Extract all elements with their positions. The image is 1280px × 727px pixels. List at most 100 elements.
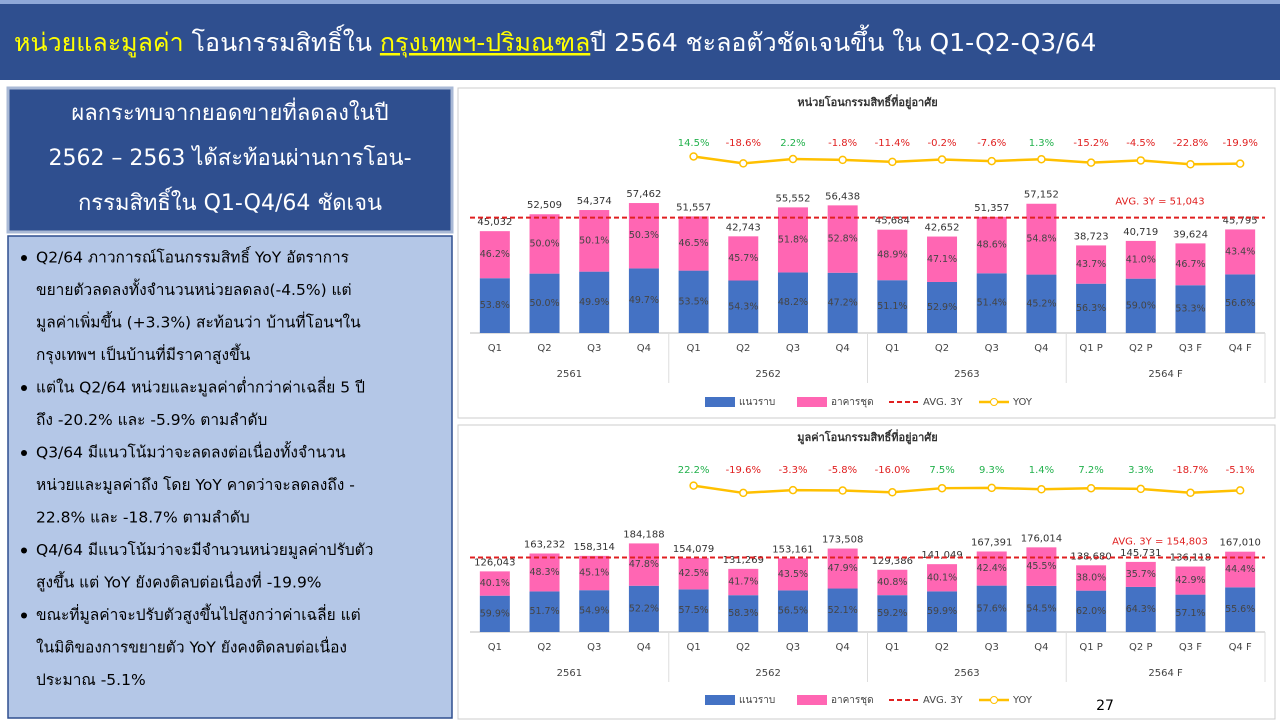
segment-label: 54.5% xyxy=(1026,603,1056,614)
yoy-label: 22.2% xyxy=(678,465,710,476)
legend-swatch xyxy=(705,397,735,407)
bar-segment xyxy=(927,281,958,333)
segment-label: 51.4% xyxy=(977,298,1007,309)
yoy-marker xyxy=(1086,158,1096,167)
bullet-line: Q4/64 มีแนวโน้มว่าจะมีจำนวนหน่วยมูลค่าปร… xyxy=(36,541,373,560)
bar-segment xyxy=(1076,590,1107,632)
x-tick-label: Q2 xyxy=(537,642,551,653)
x-tick-label: Q3 xyxy=(786,642,800,653)
segment-label: 50.0% xyxy=(529,298,559,309)
segment-label: 41.0% xyxy=(1126,254,1156,265)
bullet-line: 22.8% และ -18.7% ตามลำดับ xyxy=(36,509,250,527)
bullet-line: Q2/64 ภาวการณ์โอนกรรมสิทธิ์ YoY อัตราการ xyxy=(36,246,349,267)
segment-label: 47.8% xyxy=(629,559,659,570)
x-tick-label: Q3 xyxy=(587,343,601,354)
total-label: 42,652 xyxy=(925,223,960,234)
yoy-marker xyxy=(1186,488,1195,498)
segment-label: 53.5% xyxy=(679,296,709,307)
yoy-label: -22.8% xyxy=(1173,138,1208,149)
bar-segment xyxy=(1175,566,1206,595)
bar-segment xyxy=(728,568,759,596)
segment-label: 52.9% xyxy=(927,302,957,313)
title-part: หน่วยและมูลค่า xyxy=(14,28,184,58)
bar-segment xyxy=(777,590,808,632)
bullet-dot xyxy=(21,255,27,261)
segment-label: 52.8% xyxy=(828,234,858,245)
total-label: 176,014 xyxy=(1021,533,1062,544)
x-tick-label: Q1 xyxy=(885,642,899,653)
yoy-label: -5.1% xyxy=(1226,465,1255,476)
bar-segment xyxy=(1125,586,1156,632)
yoy-marker xyxy=(788,485,798,495)
title-part: ปี 2564 ชะลอตัวชัดเจนขึ้น ใน Q1-Q2-Q3/64 xyxy=(590,24,1097,57)
segment-label: 50.3% xyxy=(629,230,659,241)
segment-label: 45.2% xyxy=(1026,298,1056,309)
group-label: 2561 xyxy=(557,369,582,380)
yoy-label: 7.5% xyxy=(929,465,954,476)
bar-segment xyxy=(579,271,610,333)
summary-line: 2562 – 2563 ได้สะท้อนผ่านการโอน- xyxy=(48,145,411,171)
total-label: 184,188 xyxy=(623,529,664,540)
segment-label: 42.9% xyxy=(1175,575,1205,586)
bullet-line: หน่วยและมูลค่าถึง โดย YoY คาดว่าจะลดลงถึ… xyxy=(36,476,355,495)
legend-swatch xyxy=(705,695,735,705)
segment-label: 42.4% xyxy=(977,563,1007,574)
segment-label: 52.2% xyxy=(629,603,659,614)
segment-label: 57.6% xyxy=(977,603,1007,614)
segment-label: 57.1% xyxy=(1175,608,1205,619)
bar-segment xyxy=(877,229,908,281)
title-stripe xyxy=(0,0,1280,4)
segment-label: 59.0% xyxy=(1126,300,1156,311)
bullet-line: แต่ใน Q2/64 หน่วยและมูลค่าต่ำกว่าค่าเฉลี… xyxy=(36,377,365,398)
bar-segment xyxy=(827,588,858,632)
total-label: 51,557 xyxy=(676,202,711,213)
bar-segment xyxy=(1175,594,1206,632)
x-tick-label: Q1 xyxy=(885,343,899,354)
bullet-line: สูงขึ้น แต่ YoY ยังคงติลบต่อเนื่องที่ -1… xyxy=(36,571,322,593)
yoy-marker xyxy=(739,159,748,168)
page-number: 27 xyxy=(1096,698,1114,714)
segment-label: 40.1% xyxy=(927,572,957,583)
bar-segment xyxy=(628,585,659,632)
bullet-line: ประมาณ -5.1% xyxy=(36,671,146,689)
bar-segment xyxy=(529,553,560,592)
segment-label: 48.9% xyxy=(877,249,907,260)
total-label: 173,508 xyxy=(822,535,863,546)
bar-segment xyxy=(678,270,709,333)
segment-label: 38.0% xyxy=(1076,572,1106,583)
yoy-marker xyxy=(1235,486,1245,495)
yoy-label: -1.8% xyxy=(828,138,857,149)
x-tick-label: Q2 xyxy=(935,343,949,354)
title-part: โอนกรรมสิทธิ์ใน xyxy=(184,24,380,57)
segment-label: 56.6% xyxy=(1225,298,1255,309)
segment-label: 43.4% xyxy=(1225,246,1255,257)
bar-segment xyxy=(1225,274,1256,333)
segment-label: 59.9% xyxy=(480,608,510,619)
bar-segment xyxy=(827,272,858,333)
yoy-label: 7.2% xyxy=(1078,465,1103,476)
segment-label: 40.1% xyxy=(480,578,510,589)
total-label: 167,010 xyxy=(1219,538,1260,549)
legend-label: YOY xyxy=(1012,397,1033,408)
bar-segment xyxy=(678,557,709,590)
yoy-label: 2.2% xyxy=(780,138,805,149)
x-tick-label: Q4 xyxy=(1034,642,1048,653)
bar-segment xyxy=(628,268,659,333)
total-label: 57,462 xyxy=(626,189,661,200)
slide-title: หน่วยและมูลค่า โอนกรรมสิทธิ์ใน กรุงเทพฯ-… xyxy=(14,24,1096,58)
title-part: กรุงเทพฯ-ปริมณฑล xyxy=(380,28,590,58)
x-tick-label: Q3 F xyxy=(1179,343,1202,354)
legend-swatch xyxy=(990,696,998,704)
x-tick-label: Q2 P xyxy=(1129,343,1152,354)
bar-segment xyxy=(1026,203,1057,275)
bar-segment xyxy=(479,571,510,596)
yoy-line xyxy=(693,155,1241,166)
total-label: 131,269 xyxy=(723,555,764,566)
segment-label: 53.3% xyxy=(1175,304,1205,315)
segment-label: 51.1% xyxy=(877,301,907,312)
x-tick-label: Q3 F xyxy=(1179,642,1202,653)
total-label: 126,043 xyxy=(474,557,515,568)
x-tick-label: Q2 xyxy=(537,343,551,354)
bar-segment xyxy=(479,231,510,279)
yoy-label: -18.7% xyxy=(1173,465,1208,476)
